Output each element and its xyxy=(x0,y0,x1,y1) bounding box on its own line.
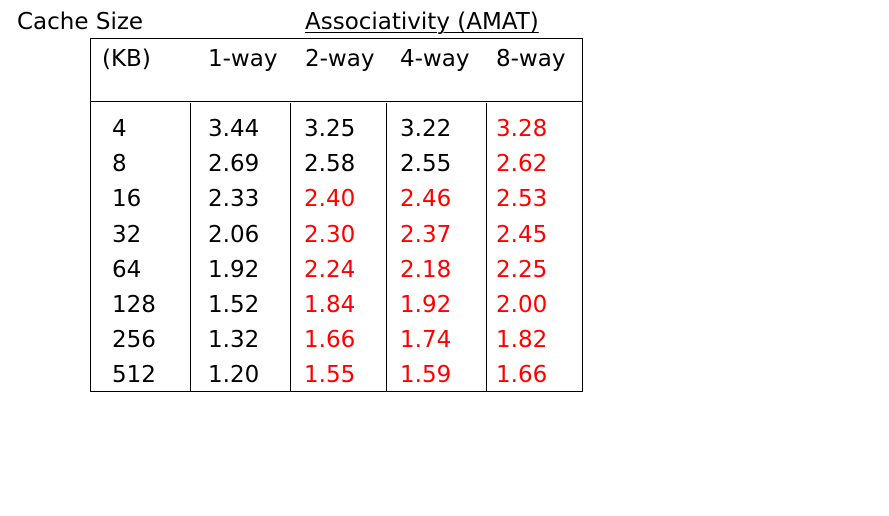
column-header-4-way: 4-way xyxy=(400,46,470,72)
amat-value-cell: 2.37 xyxy=(400,222,452,248)
amat-value-cell: 2.33 xyxy=(208,186,260,212)
amat-value-cell: 2.25 xyxy=(496,257,548,283)
amat-value-cell: 1.66 xyxy=(304,327,356,353)
cache-size-cell: 4 xyxy=(112,116,127,142)
cache-size-cell: 256 xyxy=(112,327,156,353)
amat-value-cell: 2.69 xyxy=(208,151,260,177)
cache-size-cell: 8 xyxy=(112,151,127,177)
associativity-title: Associativity (AMAT) xyxy=(305,9,539,35)
unit-header: (KB) xyxy=(102,46,151,72)
column-divider-3 xyxy=(386,103,387,392)
amat-value-cell: 2.24 xyxy=(304,257,356,283)
amat-value-cell: 3.28 xyxy=(496,116,548,142)
amat-value-cell: 2.06 xyxy=(208,222,260,248)
amat-value-cell: 2.40 xyxy=(304,186,356,212)
amat-value-cell: 1.66 xyxy=(496,362,548,388)
column-header-8-way: 8-way xyxy=(496,46,566,72)
amat-value-cell: 2.45 xyxy=(496,222,548,248)
amat-value-cell: 2.00 xyxy=(496,292,548,318)
cache-size-cell: 16 xyxy=(112,186,142,212)
amat-value-cell: 2.55 xyxy=(400,151,452,177)
amat-value-cell: 2.62 xyxy=(496,151,548,177)
amat-value-cell: 1.20 xyxy=(208,362,260,388)
cache-size-cell: 128 xyxy=(112,292,156,318)
cache-size-title: Cache Size xyxy=(17,9,144,35)
column-divider-2 xyxy=(290,103,291,392)
amat-value-cell: 2.18 xyxy=(400,257,452,283)
amat-value-cell: 3.44 xyxy=(208,116,260,142)
column-header-2-way: 2-way xyxy=(305,46,375,72)
cache-size-cell: 64 xyxy=(112,257,142,283)
amat-value-cell: 1.32 xyxy=(208,327,260,353)
amat-value-cell: 1.84 xyxy=(304,292,356,318)
amat-value-cell: 3.22 xyxy=(400,116,452,142)
amat-value-cell: 1.52 xyxy=(208,292,260,318)
amat-value-cell: 1.74 xyxy=(400,327,452,353)
amat-value-cell: 1.92 xyxy=(400,292,452,318)
column-divider-1 xyxy=(190,103,191,392)
amat-table xyxy=(90,38,583,392)
cache-size-cell: 32 xyxy=(112,222,142,248)
amat-value-cell: 1.59 xyxy=(400,362,452,388)
header-divider xyxy=(90,101,583,102)
cache-size-cell: 512 xyxy=(112,362,156,388)
amat-value-cell: 1.55 xyxy=(304,362,356,388)
amat-value-cell: 1.82 xyxy=(496,327,548,353)
amat-value-cell: 2.30 xyxy=(304,222,356,248)
amat-value-cell: 2.58 xyxy=(304,151,356,177)
amat-value-cell: 2.46 xyxy=(400,186,452,212)
column-divider-4 xyxy=(486,103,487,392)
column-header-1-way: 1-way xyxy=(208,46,278,72)
amat-value-cell: 2.53 xyxy=(496,186,548,212)
amat-value-cell: 3.25 xyxy=(304,116,356,142)
amat-value-cell: 1.92 xyxy=(208,257,260,283)
